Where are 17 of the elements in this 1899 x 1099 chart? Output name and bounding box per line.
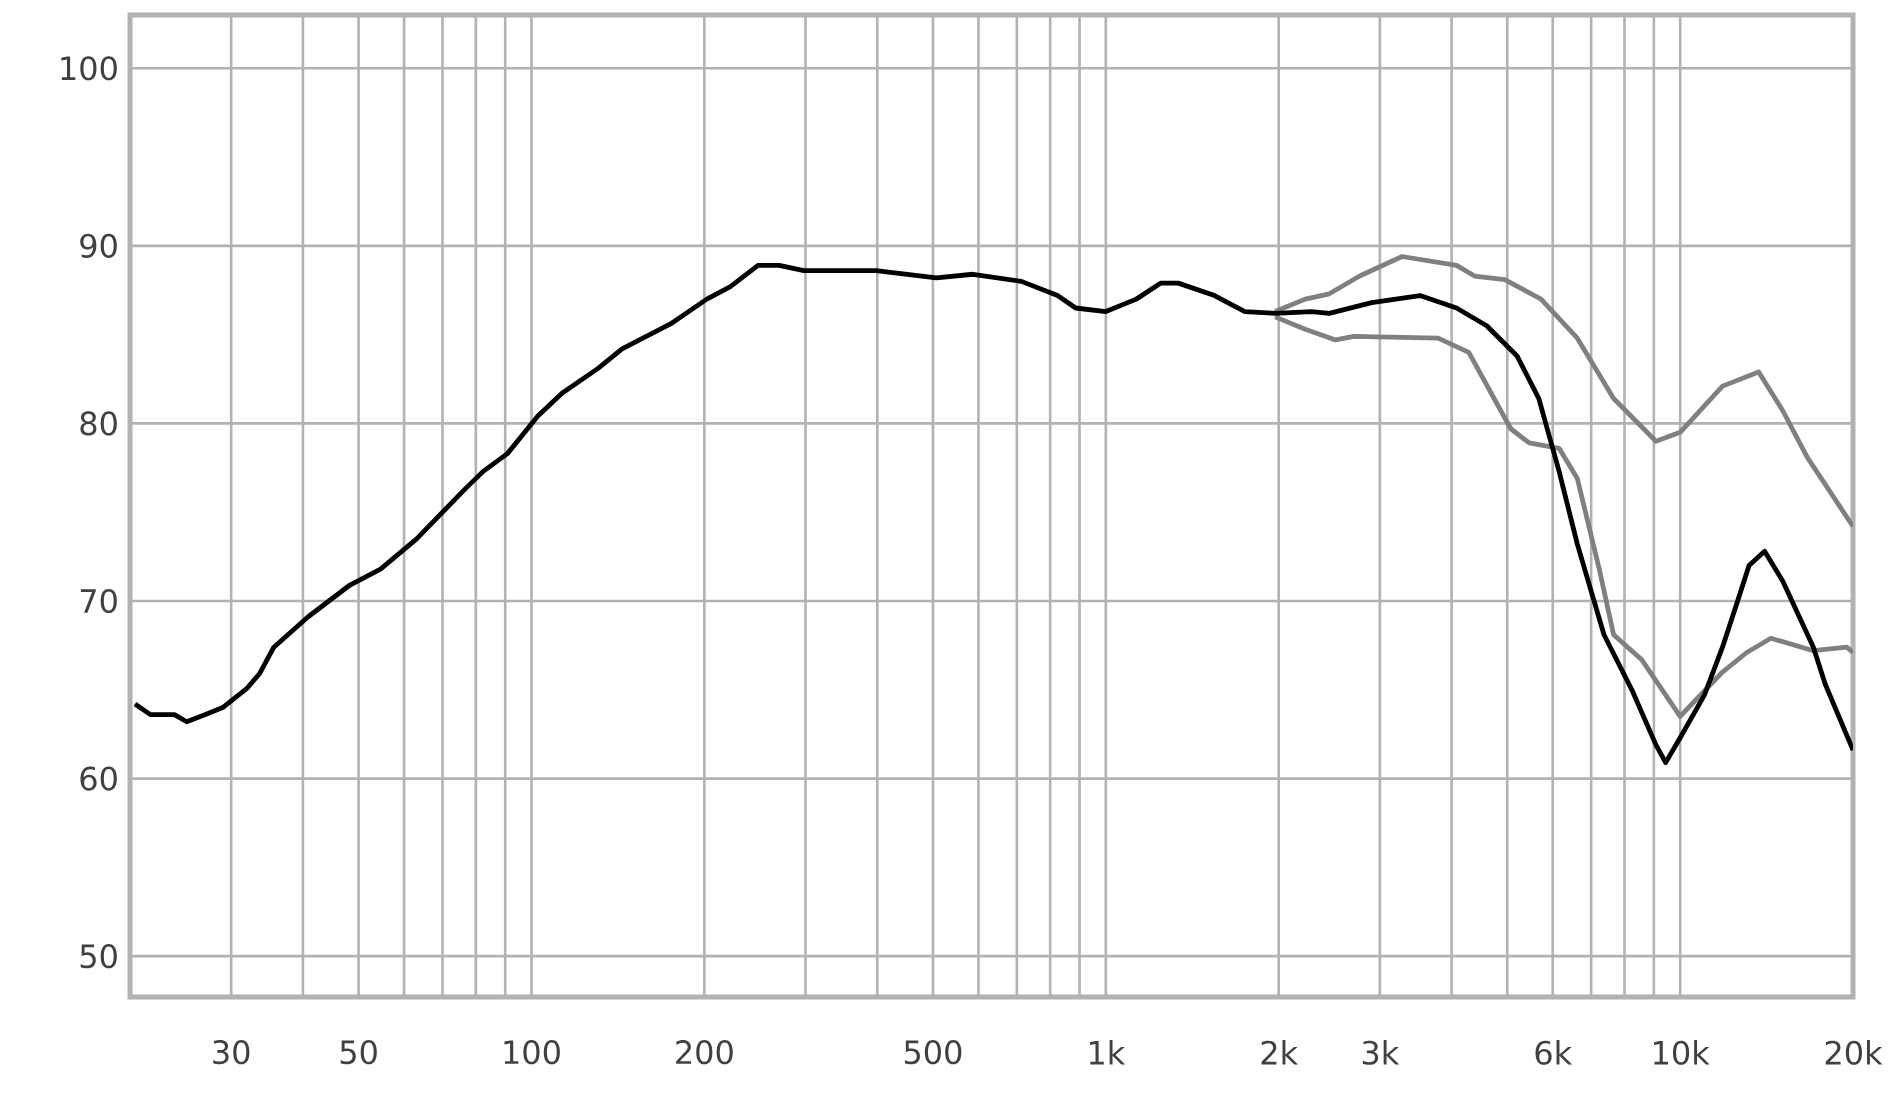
x-tick-label: 10k	[1654, 1040, 1710, 1065]
x-tick-label: 2k	[1261, 1040, 1299, 1065]
x-tick-label: 20k	[1825, 1040, 1883, 1065]
x-tick-label: 500	[904, 1040, 962, 1065]
y-tick-label: 60	[80, 766, 117, 791]
x-tick-label: 6k	[1535, 1040, 1573, 1065]
x-tick-label: 200	[676, 1040, 733, 1065]
y-tick-label: 50	[80, 944, 117, 969]
x-tick-label: 3k	[1362, 1040, 1400, 1065]
y-tick-label: 70	[80, 588, 117, 614]
x-tick-label: 50	[340, 1040, 377, 1065]
x-tick-label: 30	[213, 1040, 250, 1065]
y-tick-label: 100	[61, 56, 117, 81]
y-tick-label: 80	[80, 411, 117, 436]
x-tick-label: 1k	[1089, 1040, 1126, 1065]
x-tick-label: 100	[504, 1040, 560, 1065]
y-tick-label: 90	[80, 233, 117, 258]
